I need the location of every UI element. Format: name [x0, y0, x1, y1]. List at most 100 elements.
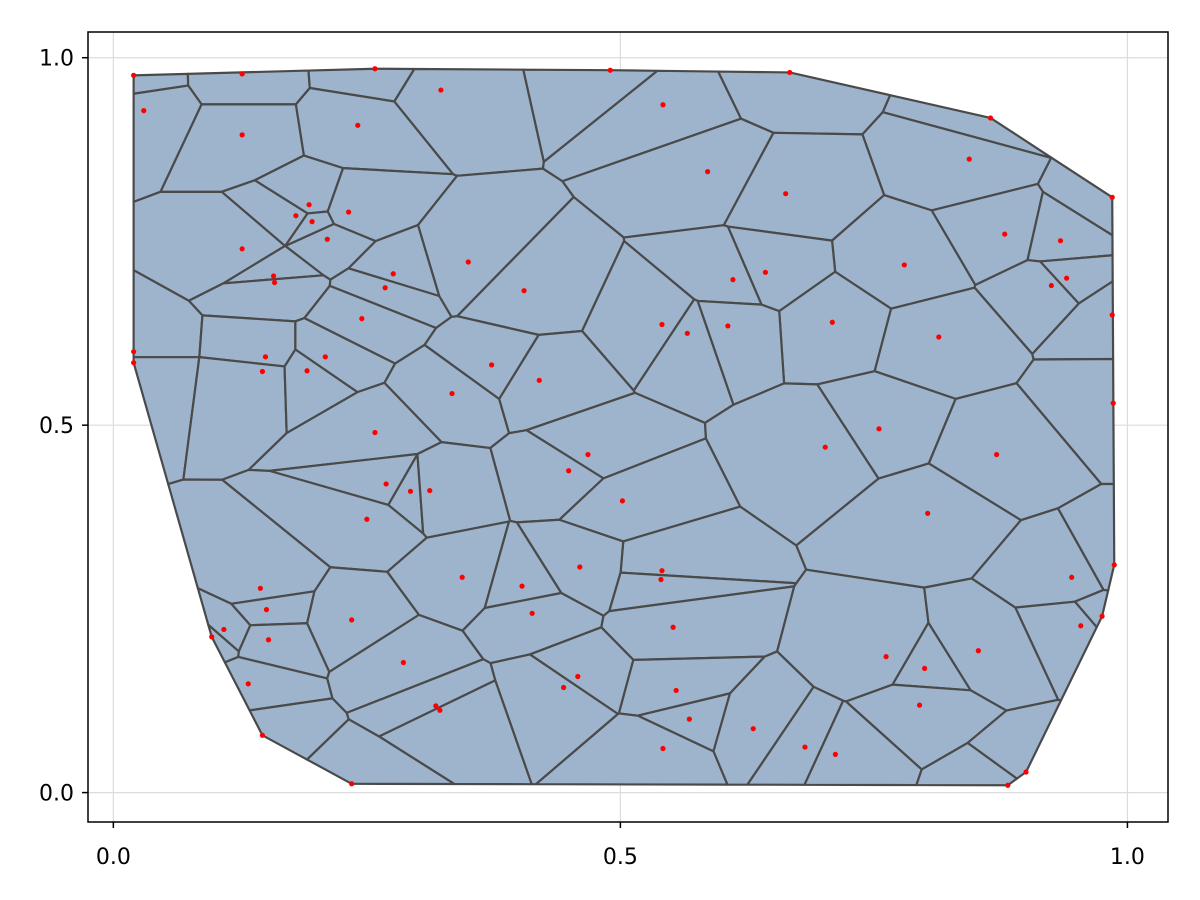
- data-point: [750, 726, 756, 732]
- data-point: [670, 624, 676, 630]
- data-point: [566, 468, 572, 474]
- data-point: [561, 684, 567, 691]
- data-point: [684, 330, 690, 336]
- data-point: [324, 236, 330, 242]
- data-point: [575, 673, 581, 680]
- data-point: [705, 169, 711, 175]
- data-point: [257, 585, 263, 591]
- data-point: [783, 191, 789, 197]
- data-point: [1023, 769, 1029, 775]
- data-point: [922, 665, 928, 672]
- data-point: [1005, 782, 1011, 788]
- data-point: [787, 69, 793, 76]
- data-point: [1110, 400, 1116, 406]
- data-point: [438, 87, 444, 93]
- x-tick-label: 1.0: [1110, 845, 1145, 870]
- data-point: [1002, 231, 1008, 237]
- data-point: [619, 498, 626, 504]
- data-point: [346, 209, 352, 215]
- data-point: [1099, 613, 1105, 619]
- data-point: [607, 67, 613, 73]
- data-point: [521, 288, 527, 294]
- data-point: [131, 349, 137, 355]
- data-point: [407, 488, 414, 494]
- data-point: [936, 334, 942, 340]
- data-point: [659, 321, 665, 328]
- voronoi-cell: [1031, 280, 1115, 361]
- data-point: [131, 72, 137, 78]
- data-point: [1069, 574, 1075, 580]
- data-point: [659, 568, 665, 574]
- data-point: [585, 451, 591, 458]
- data-point: [762, 269, 769, 275]
- data-point: [262, 354, 269, 360]
- data-point: [245, 681, 251, 687]
- data-point: [489, 362, 495, 368]
- data-point: [465, 259, 471, 265]
- data-point: [730, 277, 736, 283]
- data-point: [131, 360, 137, 366]
- data-point: [686, 716, 692, 722]
- data-point: [293, 213, 299, 219]
- y-tick-label: 0.5: [39, 414, 74, 439]
- data-point: [263, 607, 270, 613]
- voronoi-cell: [186, 69, 311, 106]
- data-point: [437, 707, 443, 713]
- data-point: [1057, 238, 1064, 244]
- data-point: [1109, 312, 1115, 318]
- data-point: [322, 354, 328, 360]
- data-point: [876, 426, 882, 432]
- data-point: [577, 564, 583, 570]
- data-point: [519, 583, 525, 589]
- y-tick-label: 1.0: [39, 47, 74, 72]
- data-point: [209, 634, 215, 640]
- plot-frame: [87, 31, 1169, 823]
- data-point: [1063, 275, 1070, 281]
- data-point: [802, 744, 808, 750]
- data-point: [359, 316, 365, 322]
- data-point: [987, 115, 994, 121]
- data-point: [349, 617, 355, 623]
- data-point: [536, 377, 542, 383]
- axis-ticks: 0.0 0.5 1.0 0.0 0.5 1.0: [39, 47, 1145, 870]
- voronoi-cell: [305, 718, 456, 786]
- data-point: [304, 368, 310, 374]
- data-point: [883, 654, 889, 660]
- data-point: [239, 246, 245, 252]
- data-point: [239, 71, 245, 77]
- data-point: [355, 122, 361, 128]
- voronoi-cells: [132, 67, 1116, 787]
- data-point: [309, 219, 315, 225]
- data-point: [660, 102, 666, 108]
- data-point: [372, 429, 378, 436]
- data-point: [1048, 282, 1054, 289]
- data-point: [364, 516, 370, 522]
- data-point: [449, 390, 455, 397]
- x-tick-label: 0.0: [96, 845, 131, 870]
- data-point: [829, 319, 835, 325]
- data-point: [349, 781, 355, 787]
- data-point: [901, 262, 907, 268]
- data-point: [994, 451, 1000, 458]
- data-point: [221, 626, 227, 633]
- voronoi-cell: [696, 299, 786, 406]
- data-point: [306, 202, 312, 208]
- data-point: [372, 66, 378, 72]
- data-point: [822, 444, 828, 450]
- data-point: [673, 687, 679, 694]
- data-point: [270, 273, 277, 279]
- data-point: [916, 702, 923, 708]
- data-point: [265, 637, 272, 643]
- data-point: [966, 156, 972, 162]
- data-point: [382, 285, 388, 291]
- y-tick-label: 0.0: [39, 782, 74, 807]
- data-point: [832, 751, 838, 757]
- generator-points: [131, 66, 1117, 788]
- data-point: [271, 279, 278, 286]
- data-point: [433, 703, 439, 709]
- data-point: [400, 659, 406, 666]
- data-point: [975, 648, 981, 654]
- x-tick-label: 0.5: [603, 845, 638, 870]
- data-point: [427, 487, 433, 494]
